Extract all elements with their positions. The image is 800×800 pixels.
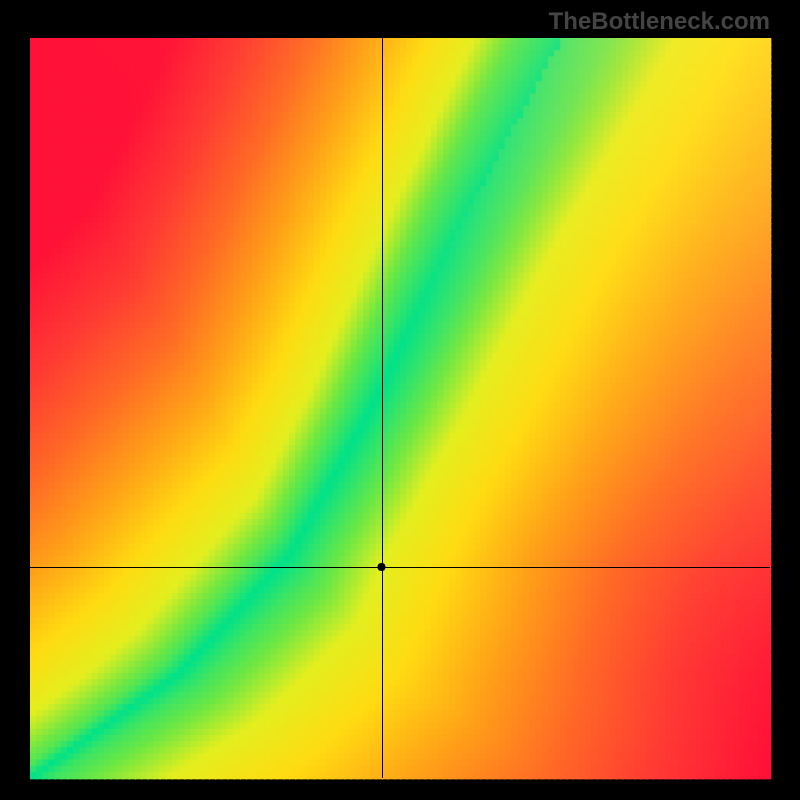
bottleneck-heatmap: [0, 0, 800, 800]
chart-container: TheBottleneck.com: [0, 0, 800, 800]
watermark-text: TheBottleneck.com: [549, 8, 770, 36]
